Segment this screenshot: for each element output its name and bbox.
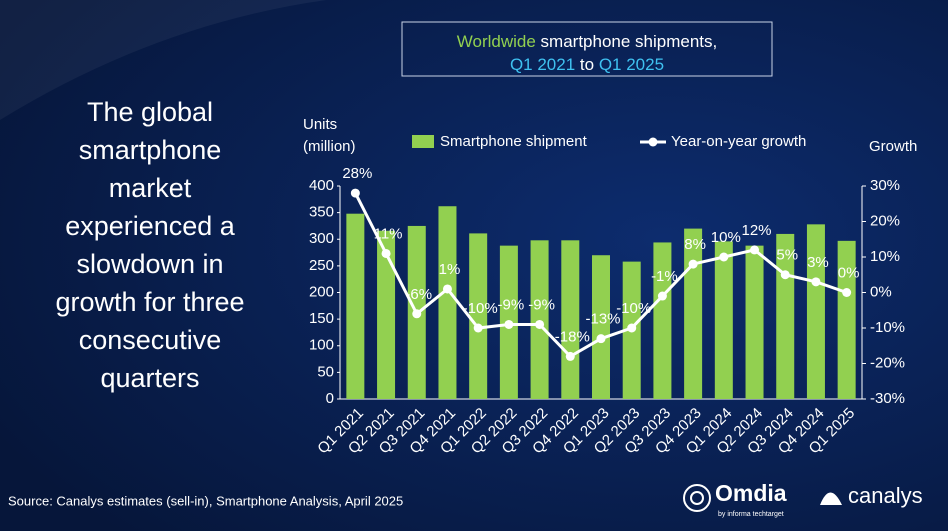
title-line: Worldwide smartphone shipments, (457, 32, 717, 51)
y-tick-label: 400 (309, 177, 334, 194)
y2-tick-label: -20% (870, 354, 905, 371)
omdia-logo: Omdia (715, 480, 787, 506)
omdia-tag: by informa techtarget (718, 511, 784, 518)
line-point (504, 319, 514, 329)
y-tick-label: 350 (309, 204, 334, 221)
data-label: -13% (585, 311, 620, 328)
data-label: -9% (498, 296, 525, 313)
line-point (780, 270, 790, 280)
y2-tick-label: 30% (870, 177, 900, 194)
data-label: 12% (742, 222, 772, 239)
line-point (473, 323, 483, 333)
line-point (565, 351, 575, 361)
y2-tick-label: -10% (870, 319, 905, 336)
line-point (350, 188, 360, 198)
line-point (842, 288, 852, 297)
bar (837, 240, 856, 399)
y2-tick-label: 10% (870, 248, 900, 265)
data-label: 11% (374, 225, 403, 242)
title-line: Q1 2021 to Q1 2025 (510, 55, 664, 74)
y2-tick-label: -30% (870, 390, 905, 407)
line-point (442, 284, 452, 294)
y-tick-label: 200 (309, 283, 334, 300)
y-tick-label: 300 (309, 230, 334, 247)
bar (346, 213, 365, 399)
decoration (0, 0, 560, 120)
bar (684, 228, 703, 399)
omdia-icon (683, 484, 711, 512)
data-label: -10% (616, 300, 651, 317)
data-label: -10% (463, 300, 498, 317)
bar (377, 230, 396, 399)
line-point (627, 323, 637, 333)
line-point (596, 334, 606, 344)
canalys-icon (820, 492, 842, 505)
bar (714, 241, 733, 399)
bar (530, 240, 549, 399)
data-label: 28% (342, 165, 372, 182)
data-label: -6% (405, 286, 432, 303)
line-point (719, 252, 729, 262)
title-part: smartphone shipments, (536, 32, 717, 51)
data-label: 3% (807, 254, 829, 271)
headline-line: consecutive (79, 325, 222, 355)
data-label: -9% (528, 296, 555, 313)
headline-line: quarters (100, 363, 199, 393)
line-point (412, 309, 422, 319)
line-point (657, 291, 667, 301)
bar (438, 206, 457, 399)
y-tick-label: 50 (317, 363, 334, 380)
bar (806, 224, 825, 399)
y-tick-label: 150 (309, 310, 334, 327)
y-tick-label: 250 (309, 257, 334, 274)
line-point (811, 277, 821, 287)
data-label: -1% (651, 268, 678, 285)
data-label: 0% (838, 264, 860, 281)
y2-tick-label: 0% (870, 283, 892, 300)
headline-line: The global (87, 97, 213, 127)
y2-axis-label: Growth (869, 138, 917, 155)
data-label: 1% (439, 261, 461, 278)
bar (653, 242, 672, 399)
legend: Smartphone shipment Year-on-year growth (412, 133, 806, 150)
data-label: 5% (776, 247, 798, 264)
legend-label: Year-on-year growth (671, 133, 806, 150)
y-tick-label: 100 (309, 337, 334, 354)
y-axis-label: Units (million) (303, 116, 356, 155)
y2-tick-label: 20% (870, 212, 900, 229)
line-point (381, 248, 391, 258)
title-part: Worldwide (457, 32, 536, 51)
line-point (750, 245, 760, 255)
line-point (688, 259, 698, 269)
canalys-logo: canalys (848, 483, 923, 508)
bar (592, 255, 610, 399)
data-label: 8% (684, 236, 706, 253)
bar (745, 245, 764, 399)
headline-line: experienced a (65, 211, 236, 241)
y-tick-label: 0 (326, 390, 334, 407)
title-part: Q1 2021 (510, 55, 575, 74)
data-label: -18% (555, 328, 590, 345)
title-part: Q1 2025 (599, 55, 664, 74)
source: Source: Canalys estimates (sell-in), Sma… (8, 493, 403, 508)
title-box (401, 21, 773, 77)
headline-line: smartphone (79, 135, 222, 165)
headline-line: market (109, 173, 192, 203)
headline-line: growth for three (55, 287, 244, 317)
headline-line: slowdown in (76, 249, 223, 279)
legend-swatch (648, 137, 658, 147)
line-point (535, 319, 545, 329)
data-label: 10% (711, 229, 741, 246)
bar (469, 233, 488, 399)
omdia-icon (690, 491, 704, 505)
legend-label: Smartphone shipment (440, 133, 588, 150)
title: Worldwide smartphone shipments, Q1 2021 t… (457, 32, 717, 74)
bar (561, 240, 580, 399)
title-part: to (575, 55, 599, 74)
legend-swatch (412, 135, 434, 148)
